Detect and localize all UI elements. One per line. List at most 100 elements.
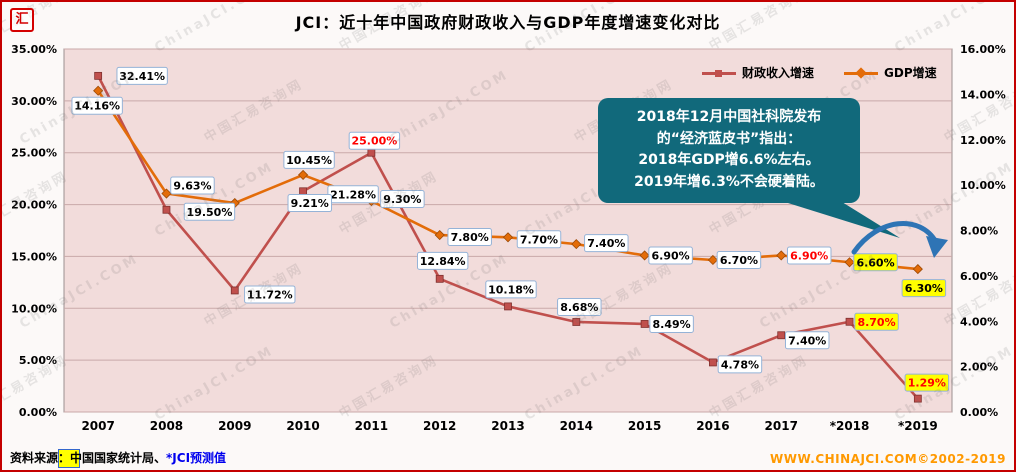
fiscal-point-marker (94, 71, 103, 80)
gdp-point-marker (161, 188, 172, 199)
data-label-box (116, 66, 168, 85)
data-label-box (71, 96, 123, 115)
data-label: 12.84% (420, 255, 466, 268)
left-axis-tick-label: 15.00% (11, 250, 57, 263)
fiscal-point-marker (504, 302, 512, 311)
data-label: 7.40% (788, 334, 826, 347)
data-label-box (183, 202, 236, 221)
website-link[interactable]: WWW.CHINAJCI.COM©2002-2019 (770, 452, 1006, 466)
data-label: 7.40% (587, 237, 625, 250)
data-label: 19.50% (187, 206, 233, 219)
x-axis-tick-label: 2010 (286, 419, 319, 433)
x-axis-tick-label: *2018 (830, 419, 870, 433)
data-label-box (904, 373, 950, 392)
annotation-callout: 2018年12月中国社科院发布 的“经济蓝皮书”指出： 2018年GDP增6.6… (598, 98, 860, 203)
left-axis-tick-label: 10.00% (11, 302, 57, 315)
data-label: 9.21% (291, 197, 329, 210)
fiscal-point-marker (777, 331, 786, 340)
x-axis-tick-label: 2009 (218, 419, 251, 433)
data-label-box (287, 194, 333, 213)
data-label-box (170, 176, 215, 195)
x-axis-tick-label: *2019 (898, 419, 938, 433)
callout-line: 2019年增6.3%不会硬着陆。 (634, 174, 824, 191)
data-label: 10.18% (488, 283, 534, 296)
data-label-box (717, 355, 763, 374)
data-label: 6.30% (905, 282, 943, 295)
x-axis-tick-label: 2014 (560, 419, 593, 433)
data-label-box (447, 228, 492, 247)
gdp-series-marker-icon (844, 66, 879, 79)
right-axis-tick-label: 12.00% (960, 134, 1006, 147)
data-label-box (854, 312, 899, 331)
footer-highlight-badge (58, 449, 80, 468)
fiscal-point-marker (913, 394, 922, 403)
left-axis-tick-label: 30.00% (11, 95, 57, 108)
left-axis-tick-label: 5.00% (19, 354, 57, 367)
right-axis-tick-label: 2.00% (960, 361, 998, 374)
gdp-point-marker (707, 254, 718, 266)
data-label: 6.90% (790, 249, 828, 262)
chart-title: JCI：近十年中国政府财政收入与GDP年度增速变化对比 (295, 13, 721, 32)
data-label: 9.30% (383, 193, 421, 206)
data-label: 1.29% (908, 377, 946, 390)
fiscal-point-marker (435, 274, 444, 283)
fiscal-point-marker (709, 358, 717, 367)
gdp-point-marker (844, 257, 855, 268)
data-label: 6.70% (720, 254, 758, 267)
data-label: 32.41% (119, 70, 165, 83)
forecast-note-link[interactable]: *JCI预测值 (166, 451, 227, 465)
source-body: 中国国家统计局、 (70, 451, 167, 465)
data-label: 6.60% (856, 256, 894, 269)
gdp-point-marker (434, 229, 445, 241)
fiscal-point-marker (162, 205, 171, 214)
data-label: 14.16% (74, 100, 120, 113)
data-label-box (516, 230, 562, 249)
fiscal-point-marker (640, 320, 649, 328)
callout-line: 2018年GDP增6.6%左右。 (638, 152, 820, 169)
callout-line: 的“经济蓝皮书”指出： (656, 130, 802, 147)
left-axis-tick-label: 20.00% (11, 199, 57, 212)
x-axis-tick-label: 2013 (491, 419, 524, 433)
fiscal-point-marker (572, 318, 581, 326)
data-label: 7.80% (451, 231, 489, 244)
right-axis-tick-label: 10.00% (960, 179, 1006, 192)
data-label: 9.63% (173, 180, 211, 193)
legend-item-fiscal: 财政收入增速 (702, 64, 814, 81)
fiscal-point-marker (845, 317, 854, 326)
gdp-point-marker (93, 85, 104, 96)
data-label: 8.70% (857, 316, 895, 329)
data-label-box (648, 246, 693, 265)
data-label: 4.78% (721, 358, 759, 371)
gdp-point-marker (502, 232, 514, 243)
data-label-box (485, 280, 537, 299)
data-label: 25.00% (351, 135, 397, 148)
right-axis-tick-label: 14.00% (960, 88, 1006, 101)
legend-item-gdp: GDP增速 (844, 64, 937, 81)
right-axis-tick-label: 8.00% (960, 225, 998, 238)
fiscal-point-marker (230, 286, 239, 295)
data-label: 6.90% (652, 249, 690, 262)
fiscal-point-marker (299, 187, 307, 196)
data-label-box (784, 331, 830, 350)
data-label-box (584, 234, 629, 253)
callout-line: 2018年12月中国社科院发布 (636, 109, 822, 125)
legend-label-fiscal: 财政收入增速 (742, 66, 815, 80)
right-axis-tick-label: 0.00% (960, 406, 998, 419)
data-label-box (380, 190, 425, 209)
data-label: 7.70% (520, 233, 558, 246)
x-axis-tick-label: 2011 (355, 419, 388, 433)
x-axis-tick-label: 2007 (81, 419, 114, 433)
data-label-box (557, 297, 602, 316)
source-note: 资料来源：中国国家统计局、*JCI预测值 (10, 449, 226, 466)
right-axis-tick-label: 16.00% (960, 43, 1006, 56)
right-axis-tick-label: 4.00% (960, 315, 998, 328)
x-axis-tick-label: 2015 (628, 419, 661, 433)
left-axis-tick-label: 25.00% (11, 147, 57, 160)
data-label: 11.72% (247, 288, 293, 301)
data-label-box (716, 250, 762, 269)
data-label-box (244, 285, 296, 304)
right-axis-tick-label: 6.00% (960, 270, 998, 283)
jci-logo: 汇 (10, 8, 34, 32)
source-label: 资料来源： (10, 451, 71, 465)
